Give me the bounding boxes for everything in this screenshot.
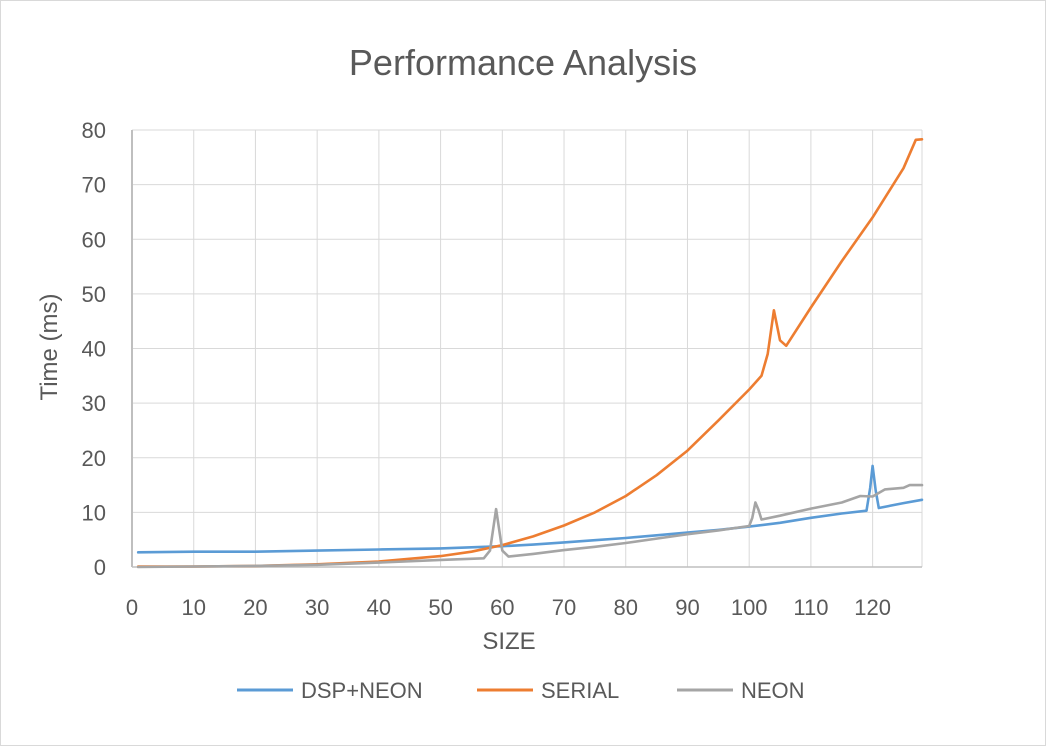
legend-label: DSP+NEON xyxy=(301,678,423,703)
legend-item-dsp-neon: DSP+NEON xyxy=(237,678,423,703)
gridlines xyxy=(132,129,923,567)
y-tick-label: 10 xyxy=(82,500,106,525)
y-tick-label: 80 xyxy=(82,118,106,143)
x-tick-label: 100 xyxy=(731,595,768,620)
y-tick-label: 70 xyxy=(82,173,106,198)
x-tick-label: 20 xyxy=(243,595,267,620)
y-tick-labels: 0 10 20 30 40 50 60 70 80 xyxy=(82,118,106,580)
x-axis-title: SIZE xyxy=(482,628,535,655)
series-line-dsp-neon xyxy=(136,464,924,554)
series-line-serial xyxy=(136,138,924,568)
x-tick-label: 60 xyxy=(490,595,514,620)
legend-label: SERIAL xyxy=(541,678,619,703)
legend: DSP+NEON SERIAL NEON xyxy=(237,678,805,703)
x-tick-label: 110 xyxy=(793,595,828,620)
x-tick-label: 80 xyxy=(614,595,638,620)
x-tick-label: 40 xyxy=(367,595,391,620)
legend-label: NEON xyxy=(741,678,805,703)
series-lines xyxy=(136,138,924,569)
x-tick-label: 30 xyxy=(305,595,329,620)
x-tick-label: 10 xyxy=(181,595,205,620)
x-tick-label: 120 xyxy=(854,595,891,620)
y-axis-title: Time (ms) xyxy=(36,293,63,400)
x-tick-label: 50 xyxy=(428,595,452,620)
x-tick-label: 0 xyxy=(126,595,138,620)
y-tick-label: 40 xyxy=(82,337,106,362)
y-tick-label: 50 xyxy=(82,282,106,307)
x-tick-labels: 0 10 20 30 40 50 60 70 80 90 100 110 120 xyxy=(126,595,891,620)
chart-title: Performance Analysis xyxy=(349,42,697,83)
y-tick-label: 60 xyxy=(82,227,106,252)
x-tick-label: 90 xyxy=(675,595,699,620)
legend-item-serial: SERIAL xyxy=(477,678,619,703)
x-tick-label: 70 xyxy=(552,595,576,620)
y-tick-label: 30 xyxy=(82,391,106,416)
legend-item-neon: NEON xyxy=(677,678,805,703)
y-tick-label: 20 xyxy=(82,446,106,471)
series-line-neon xyxy=(136,483,924,569)
y-tick-label: 0 xyxy=(94,555,106,580)
